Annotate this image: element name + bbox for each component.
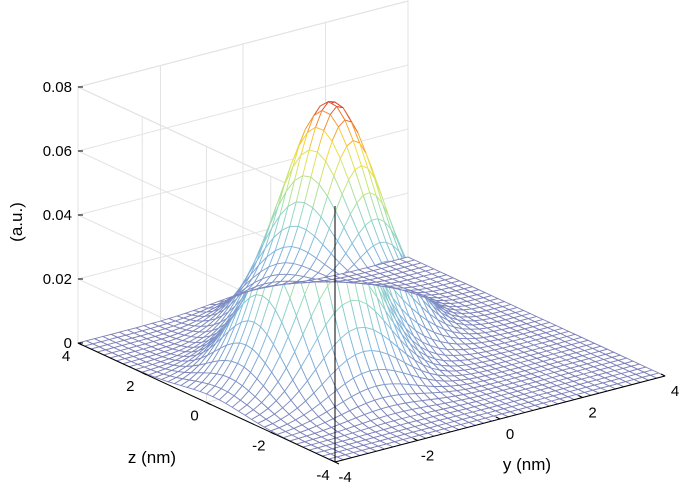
horizontal-tick-mark — [660, 373, 666, 377]
horizontal-tick-label: 0 — [506, 426, 514, 443]
horizontal-tick-label: 4 — [671, 383, 679, 400]
z-tick-label: 0.02 — [43, 271, 72, 288]
depth-tick-label: 4 — [62, 348, 70, 365]
axes-lines — [77, 86, 666, 465]
depth-tick-label: -4 — [316, 467, 329, 484]
depth-tick-mark — [142, 372, 147, 376]
z-tick-label: 0.04 — [43, 207, 72, 224]
surface-mesh — [77, 101, 666, 463]
depth-tick-label: 0 — [190, 408, 198, 425]
horizontal-tick-mark — [330, 459, 336, 463]
depth-tick-mark — [206, 402, 211, 405]
depth-tick-label: 2 — [126, 378, 134, 395]
z-tick-labels: 0 0.02 0.04 0.06 0.08 — [43, 79, 72, 352]
horizontal-tick-label: -4 — [338, 469, 351, 486]
z-tick-label: 0 — [64, 335, 72, 352]
horizontal-tick-label: 2 — [588, 405, 596, 422]
horizontal-tick-mark — [413, 438, 418, 441]
depth-tick-mark — [77, 342, 83, 346]
depth-tick-mark — [334, 461, 340, 465]
vertical-axis-label: (a.u.) — [7, 202, 26, 242]
horizontal-tick-label: -2 — [421, 448, 434, 465]
horizontal-axis-label: y (nm) — [503, 455, 551, 474]
horizontal-tick-mark — [495, 416, 501, 420]
depth-tick-mark — [270, 431, 275, 435]
z-tick-label: 0.06 — [43, 143, 72, 160]
z-axis-tick-labels: -4 -2 0 2 4 — [62, 348, 330, 484]
depth-tick-label: -2 — [252, 437, 265, 454]
y-axis-tick-labels: -4 -2 0 2 4 — [338, 383, 679, 486]
horizontal-tick-mark — [578, 395, 583, 398]
depth-axis-label: z (nm) — [128, 448, 176, 467]
z-tick-label: 0.08 — [43, 79, 72, 96]
